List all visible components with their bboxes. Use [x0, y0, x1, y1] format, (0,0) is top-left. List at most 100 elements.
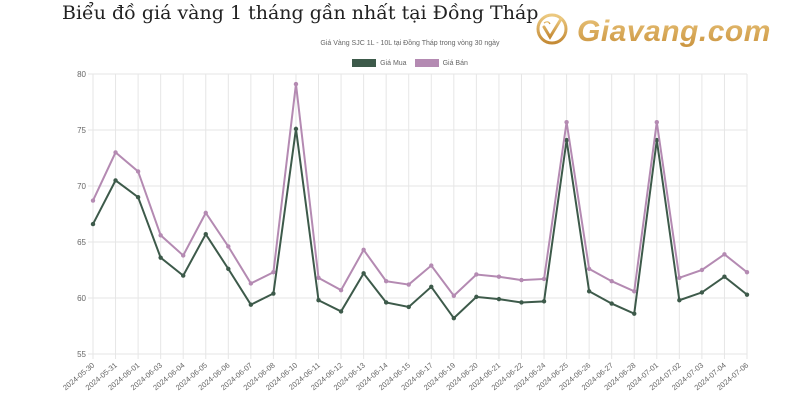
data-point[interactable] [203, 210, 208, 216]
x-tick-label: 2024-06-07 [219, 361, 254, 393]
x-tick-label: 2024-05-31 [84, 361, 119, 393]
data-point[interactable] [361, 271, 366, 276]
legend-swatch-mua [352, 59, 377, 67]
data-point[interactable] [135, 169, 141, 174]
data-point[interactable] [383, 300, 389, 305]
x-tick-label: 2024-06-21 [467, 361, 502, 393]
data-point[interactable] [699, 267, 705, 273]
data-point[interactable] [699, 290, 705, 295]
data-point[interactable] [519, 277, 524, 283]
x-tick-label: 2024-06-20 [444, 361, 479, 393]
chart-series [90, 81, 750, 321]
x-tick-label: 2024-06-13 [332, 361, 367, 393]
x-tick-label: 2024-06-27 [580, 361, 615, 393]
data-point[interactable] [474, 272, 479, 277]
x-tick-label: 2024-06-22 [490, 361, 525, 393]
data-point[interactable] [383, 279, 389, 284]
chart-grid [88, 73, 748, 359]
data-point[interactable] [293, 126, 299, 132]
x-tick-label: 2024-06-14 [354, 361, 389, 393]
data-point[interactable] [248, 302, 254, 307]
data-point[interactable] [113, 178, 118, 183]
data-point[interactable] [429, 284, 434, 289]
data-point[interactable] [564, 119, 569, 125]
x-tick-label: 2024-06-24 [512, 361, 547, 393]
x-tick-label: 2024-06-15 [377, 361, 412, 393]
data-point[interactable] [586, 266, 592, 272]
data-point[interactable] [226, 244, 231, 249]
data-point[interactable] [451, 293, 457, 298]
data-point[interactable] [338, 287, 344, 293]
data-point[interactable] [90, 198, 96, 203]
data-point[interactable] [654, 137, 659, 143]
chart-legend: Giá Mua Giá Bán [0, 59, 800, 67]
x-tick-label: 2024-06-01 [106, 361, 141, 393]
data-point[interactable] [113, 150, 118, 155]
data-point[interactable] [722, 274, 727, 279]
legend-item-gia-ban[interactable]: Giá Bán [414, 59, 468, 67]
x-tick-label: 2024-07-03 [670, 361, 705, 393]
data-point[interactable] [361, 247, 366, 253]
data-point[interactable] [744, 270, 750, 275]
legend-label-mua: Giá Mua [380, 59, 407, 67]
legend-item-gia-mua[interactable]: Giá Mua [352, 59, 407, 67]
y-axis: 55 60 65 70 75 80 [77, 70, 86, 359]
data-point[interactable] [609, 301, 614, 306]
y-tick-label: 60 [77, 294, 86, 303]
data-point[interactable] [90, 221, 96, 227]
series-line [92, 128, 748, 320]
data-point[interactable] [158, 255, 163, 260]
data-point[interactable] [677, 275, 682, 281]
legend-swatch-ban [414, 59, 439, 67]
x-tick-label: 2024-06-19 [422, 361, 457, 393]
x-tick-label: 2024-06-26 [557, 361, 592, 393]
data-point[interactable] [744, 292, 750, 297]
data-point[interactable] [474, 294, 479, 300]
data-point[interactable] [181, 253, 186, 258]
series-line [92, 83, 748, 298]
data-point[interactable] [181, 273, 186, 278]
data-point[interactable] [248, 281, 254, 286]
x-tick-label: 2024-06-03 [129, 361, 164, 393]
y-tick-label: 70 [77, 182, 86, 191]
data-point[interactable] [451, 315, 457, 321]
data-point[interactable] [632, 311, 637, 316]
x-tick-label: 2024-06-04 [151, 361, 186, 393]
y-tick-label: 55 [77, 350, 86, 359]
data-point[interactable] [564, 137, 569, 143]
data-point[interactable] [632, 289, 637, 294]
data-point[interactable] [203, 231, 208, 237]
data-point[interactable] [158, 233, 163, 238]
data-point[interactable] [609, 279, 614, 284]
x-tick-label: 2024-06-10 [264, 361, 299, 393]
data-point[interactable] [316, 298, 321, 303]
x-tick-label: 2024-06-05 [174, 361, 209, 393]
data-point[interactable] [496, 274, 502, 279]
y-tick-label: 80 [77, 70, 86, 79]
data-point[interactable] [519, 300, 524, 305]
data-point[interactable] [654, 119, 659, 125]
data-point[interactable] [338, 309, 344, 314]
legend-label-ban: Giá Bán [442, 59, 468, 67]
x-tick-label: 2024-06-11 [287, 361, 322, 392]
data-point[interactable] [226, 266, 231, 272]
x-tick-label: 2024-06-12 [309, 361, 344, 393]
x-tick-label: 2024-07-06 [715, 361, 750, 393]
x-tick-label: 2024-06-08 [242, 361, 277, 393]
data-point[interactable] [541, 276, 547, 282]
data-point[interactable] [541, 299, 547, 304]
data-point[interactable] [677, 298, 682, 303]
data-point[interactable] [271, 291, 276, 296]
data-point[interactable] [722, 252, 727, 257]
data-point[interactable] [406, 282, 411, 287]
chart-title: Giá Vàng SJC 1L - 10L tại Đồng Tháp tron… [320, 40, 500, 47]
site-logo[interactable]: Giavang.com [535, 12, 771, 51]
data-point[interactable] [135, 195, 141, 200]
data-point[interactable] [429, 263, 434, 268]
data-point[interactable] [293, 81, 299, 87]
data-point[interactable] [271, 270, 276, 275]
data-point[interactable] [406, 304, 411, 310]
data-point[interactable] [316, 275, 321, 281]
data-point[interactable] [586, 289, 592, 294]
data-point[interactable] [496, 296, 502, 302]
